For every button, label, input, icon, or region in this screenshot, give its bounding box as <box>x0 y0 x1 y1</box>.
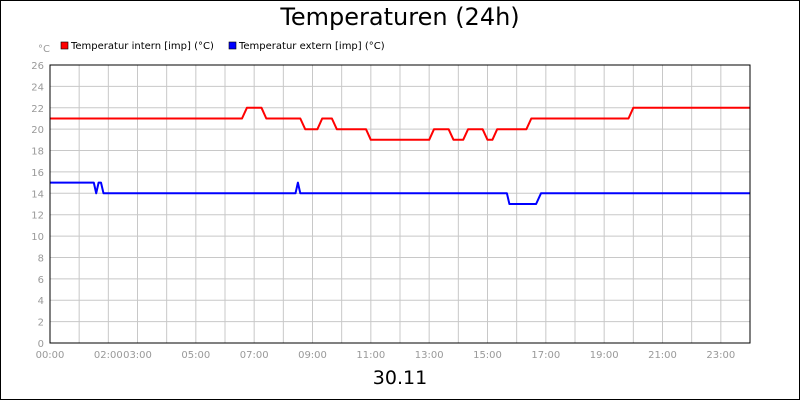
x-tick-label: 00:00 <box>36 350 65 361</box>
x-tick-label: 13:00 <box>415 350 444 361</box>
x-tick-label: 19:00 <box>590 350 619 361</box>
series-line <box>50 181 750 205</box>
x-tick-label: 11:00 <box>356 350 385 361</box>
legend: Temperatur intern [imp] (°C) Temperatur e… <box>60 41 385 52</box>
legend-label: Temperatur intern [imp] (°C) <box>70 41 214 52</box>
y-tick-label: 16 <box>31 168 44 179</box>
y-tick-label: 8 <box>38 253 44 264</box>
y-tick-label: 18 <box>31 147 44 158</box>
y-tick-label: 4 <box>38 296 44 307</box>
y-tick-label: 10 <box>31 232 44 243</box>
y-tick-label: 26 <box>31 61 44 72</box>
plot-border <box>49 64 751 344</box>
x-tick-label: 03:00 <box>123 350 152 361</box>
x-tick-label: 05:00 <box>181 350 210 361</box>
y-tick-label: 24 <box>31 82 44 93</box>
legend-swatch <box>60 41 69 50</box>
x-tick-label: 09:00 <box>298 350 327 361</box>
date-label: 30.11 <box>372 367 428 389</box>
x-axis-ticks: 00:00 02:00 03:00 05:00 07:00 09:00 11:00 13:00… <box>36 350 736 361</box>
x-tick-label: 07:00 <box>240 350 269 361</box>
y-tick-label: 20 <box>31 125 44 136</box>
y-tick-label: 22 <box>31 104 44 115</box>
legend-label: Temperatur extern [imp] (°C) <box>238 41 385 52</box>
x-tick-label: 21:00 <box>648 350 677 361</box>
x-tick-label: 02:00 <box>94 350 123 361</box>
y-tick-label: 2 <box>38 318 44 329</box>
y-axis-unit: °C <box>38 44 50 55</box>
x-tick-label: 17:00 <box>531 350 560 361</box>
y-tick-label: 14 <box>31 189 44 200</box>
x-tick-label: 23:00 <box>706 350 735 361</box>
chart-title: Temperaturen (24h) <box>280 3 520 31</box>
y-tick-label: 12 <box>31 211 44 222</box>
y-tick-label: 6 <box>38 275 44 286</box>
series-line <box>50 106 750 141</box>
legend-swatch <box>228 41 237 50</box>
y-tick-label: 0 <box>38 339 44 350</box>
x-tick-label: 15:00 <box>473 350 502 361</box>
series-lines <box>50 106 750 205</box>
